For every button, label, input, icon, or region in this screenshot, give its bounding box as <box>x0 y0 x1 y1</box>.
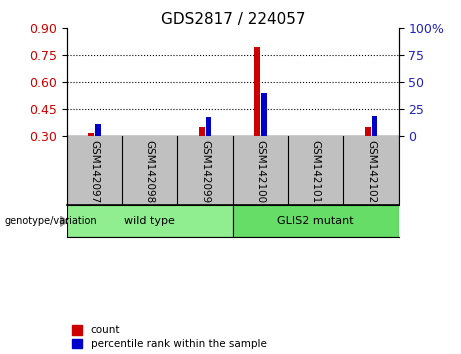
Text: genotype/variation: genotype/variation <box>5 216 97 226</box>
Bar <box>67 205 233 237</box>
Bar <box>365 127 371 137</box>
Bar <box>233 205 399 237</box>
Title: GDS2817 / 224057: GDS2817 / 224057 <box>160 12 305 27</box>
Text: GSM142102: GSM142102 <box>366 140 376 203</box>
Bar <box>89 133 94 137</box>
Text: GSM142098: GSM142098 <box>145 140 155 203</box>
Bar <box>95 124 100 137</box>
Text: GSM142099: GSM142099 <box>200 140 210 203</box>
Legend: count, percentile rank within the sample: count, percentile rank within the sample <box>72 325 266 349</box>
Text: GSM142101: GSM142101 <box>311 140 321 203</box>
Bar <box>261 93 266 137</box>
Polygon shape <box>60 216 68 227</box>
Bar <box>372 116 377 137</box>
Bar <box>254 47 260 137</box>
Text: GLIS2 mutant: GLIS2 mutant <box>278 216 354 226</box>
Text: GSM142100: GSM142100 <box>255 140 266 203</box>
Bar <box>206 117 211 137</box>
Text: wild type: wild type <box>124 216 175 226</box>
Bar <box>199 127 205 137</box>
Text: GSM142097: GSM142097 <box>89 140 100 203</box>
